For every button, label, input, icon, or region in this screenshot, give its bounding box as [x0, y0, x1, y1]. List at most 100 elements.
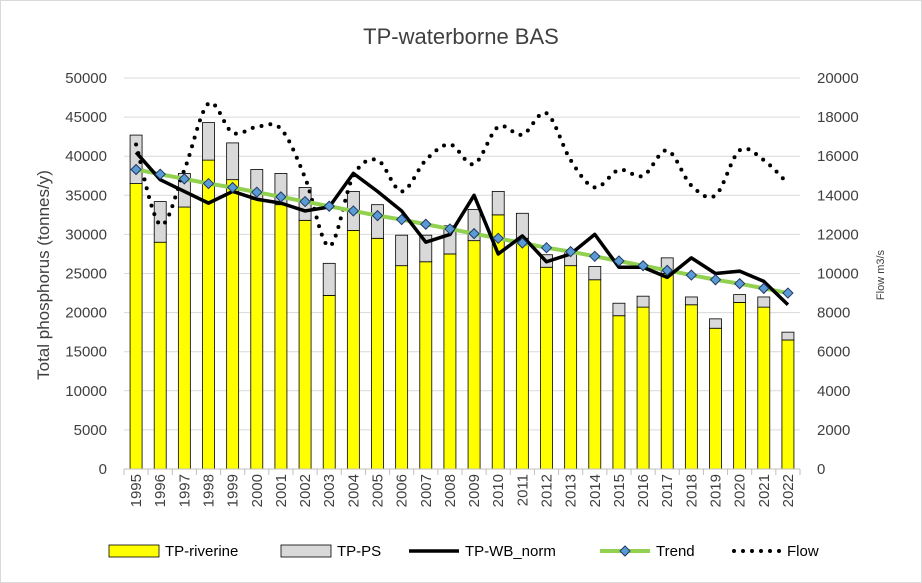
y2-tick-label: 2000: [817, 422, 850, 439]
trend-marker: [420, 218, 432, 230]
y-tick-label: 20000: [65, 305, 107, 322]
tick-labels: 0500010000150002000025000300003500040000…: [65, 70, 858, 507]
x-tick-label: 2001: [273, 474, 290, 507]
tp-wb-norm-line: [134, 151, 790, 307]
x-tick-label: 2021: [756, 474, 773, 507]
trend-marker: [468, 227, 480, 240]
bar-tp-riverine: [129, 183, 143, 470]
trend-marker: [589, 250, 601, 263]
y-tick-label: 40000: [65, 148, 107, 165]
trend-marker: [130, 163, 142, 176]
x-tick-label: 1998: [201, 474, 218, 507]
bar-tp-riverine: [346, 230, 360, 470]
trend-marker: [251, 186, 263, 198]
trend-marker: [685, 269, 698, 281]
x-tick-label: 2003: [321, 474, 338, 507]
bar-tp-riverine: [684, 304, 698, 470]
y2-tick-label: 12000: [817, 226, 859, 243]
y-tick-label: 50000: [65, 70, 107, 87]
bar-tp-riverine: [540, 266, 553, 470]
trend-marker: [782, 287, 794, 299]
bar-tp-ps: [612, 302, 626, 317]
bar-tp-riverine: [419, 261, 433, 470]
x-tick-label: 2018: [683, 474, 700, 507]
legend-label-tp-riverine: TP-riverine: [165, 543, 238, 560]
bar-tp-ps: [322, 262, 336, 296]
bar-tp-riverine: [757, 306, 771, 470]
y2-tick-label: 18000: [817, 109, 859, 126]
legend-label-tp-wb-norm: TP-WB_norm: [465, 543, 556, 560]
chart-title: TP-waterborne BAS: [363, 24, 559, 49]
bar-tp-riverine: [202, 159, 215, 470]
trend-marker: [347, 205, 360, 217]
x-tick-label: 2006: [394, 474, 411, 507]
trend-marker: [275, 191, 287, 203]
bar-tp-ps: [684, 296, 698, 306]
bar-tp-riverine: [733, 302, 747, 470]
bar-tp-ps: [491, 190, 505, 216]
legend-swatch-tp-ps: [280, 544, 332, 558]
y2-tick-label: 14000: [817, 187, 859, 204]
bar-tp-ps: [588, 266, 602, 281]
bar-tp-riverine: [612, 315, 626, 470]
y-tick-label: 30000: [65, 226, 107, 243]
legend-label-tp-ps: TP-PS: [337, 543, 381, 560]
legend: TP-riverine TP-PS TP-WB_norm Trend Flow: [108, 543, 819, 560]
x-tick-label: 2016: [635, 474, 652, 507]
x-tick-label: 1999: [225, 474, 242, 507]
trend-marker: [371, 209, 384, 222]
trend-marker: [516, 237, 529, 249]
trend-marker: [154, 168, 166, 180]
y-tick-label: 15000: [65, 344, 107, 361]
y-tick-label: 5000: [74, 422, 107, 439]
bars: [129, 122, 795, 470]
secondary-y-axis-label: Flow m3/s: [875, 249, 887, 300]
legend-swatch-tp-riverine: [108, 544, 160, 558]
x-tick-label: 2013: [563, 474, 580, 507]
y-tick-label: 45000: [65, 109, 107, 126]
y-axis-label: Total phosphorus (tonnes/y): [34, 170, 53, 380]
bar-tp-ps: [226, 142, 240, 181]
bar-tp-riverine: [588, 279, 602, 470]
trend-marker: [492, 232, 504, 245]
y2-tick-label: 4000: [817, 383, 850, 400]
bar-tp-ps: [757, 296, 771, 308]
x-tick-label: 2012: [539, 474, 556, 507]
bar-tp-riverine: [467, 240, 481, 470]
bar-tp-riverine: [636, 306, 650, 470]
y2-tick-label: 10000: [817, 266, 859, 283]
x-tick-label: 2010: [490, 474, 507, 507]
trend-marker: [637, 259, 649, 272]
bar-tp-ps: [636, 295, 650, 308]
bar-tp-riverine: [564, 265, 578, 470]
legend-label-flow: Flow: [787, 543, 819, 560]
bar-tp-riverine: [250, 198, 264, 470]
legend-marker-trend: [619, 545, 631, 557]
bar-tp-riverine: [371, 237, 384, 470]
x-tick-label: 2014: [587, 474, 604, 507]
bar-tp-riverine: [515, 237, 529, 470]
flow-line: [134, 100, 790, 249]
axes: [123, 468, 801, 475]
x-tick-label: 2009: [466, 474, 483, 507]
x-tick-label: 2004: [345, 474, 362, 507]
bar-tp-riverine: [322, 294, 336, 470]
y2-tick-label: 0: [817, 461, 825, 478]
y-tick-label: 0: [99, 461, 107, 478]
x-tick-label: 2017: [659, 474, 676, 507]
bar-tp-riverine: [395, 265, 409, 470]
x-tick-label: 2000: [249, 474, 266, 507]
trend-marker: [395, 213, 408, 226]
y2-tick-label: 16000: [817, 148, 859, 165]
bar-tp-ps: [733, 294, 747, 303]
x-tick-label: 1995: [128, 474, 145, 507]
y2-tick-label: 8000: [817, 305, 850, 322]
bar-tp-ps: [202, 122, 215, 161]
bar-tp-riverine: [226, 179, 240, 470]
bar-tp-ps: [781, 331, 795, 341]
bar-tp-riverine: [660, 273, 674, 470]
legend-label-trend: Trend: [656, 543, 695, 560]
bar-tp-riverine: [443, 253, 457, 470]
